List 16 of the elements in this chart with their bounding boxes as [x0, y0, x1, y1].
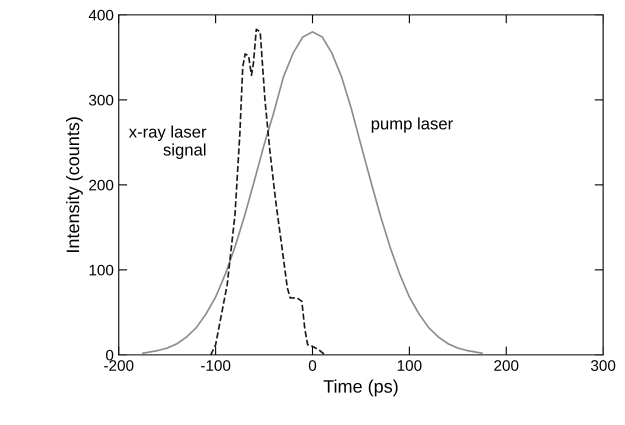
x-tick-label: 300	[590, 360, 616, 371]
line-series	[210, 28, 326, 355]
y-axis-title: Intensity (counts)	[66, 117, 83, 252]
x-tick-label: 200	[494, 360, 518, 371]
x-tick-label: 0	[308, 360, 316, 371]
x-axis-title: Time (ps)	[324, 380, 398, 396]
y-tick-label: 100	[90, 264, 114, 276]
x-tick-label: -100	[201, 360, 230, 371]
y-tick-label: 400	[88, 10, 114, 21]
y-tick-label: 200	[89, 180, 114, 191]
series-label: pump laser	[372, 117, 453, 133]
series-label: x-ray laser signal	[128, 125, 206, 159]
y-tick-label: 0	[106, 350, 114, 361]
y-tick-label: 300	[88, 94, 114, 106]
x-tick-label: 100	[398, 360, 422, 371]
x-tick-label: -200	[104, 360, 134, 371]
